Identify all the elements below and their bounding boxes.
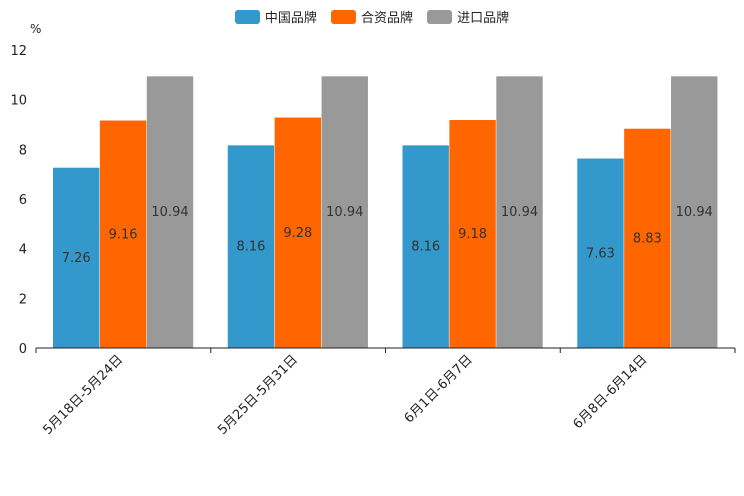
bar[interactable] — [496, 76, 543, 348]
y-tick-label: 10 — [10, 94, 27, 109]
legend-label-joint-venture-brand: 合资品牌 — [360, 11, 413, 26]
legend-swatch-imported-brand — [427, 9, 453, 24]
y-tick-label: 8 — [19, 143, 27, 158]
y-axis: 0 2 4 6 8 10 12 — [10, 44, 27, 357]
legend-label-china-brand: 中国品牌 — [264, 11, 317, 26]
bar[interactable] — [274, 117, 322, 349]
bar[interactable] — [227, 145, 275, 348]
bar-data-label: 8.16 — [411, 240, 440, 255]
bar[interactable] — [146, 76, 194, 348]
y-tick-label: 0 — [19, 342, 27, 357]
y-axis-unit-label: % — [30, 22, 41, 36]
bar[interactable] — [402, 145, 449, 348]
data-labels-group: 7.26 9.16 10.94 8.16 9.28 10.94 8.16 9.18 10.94 7… — [62, 205, 713, 266]
y-tick-label: 6 — [19, 193, 27, 208]
bar-data-label: 10.94 — [676, 205, 713, 220]
legend-item-china-brand[interactable]: 中国品牌 — [234, 7, 317, 26]
bar-data-label: 8.83 — [633, 231, 662, 246]
y-tick-label: 4 — [19, 243, 27, 258]
bar-data-label: 8.16 — [236, 240, 265, 255]
bar-data-label: 10.94 — [501, 205, 538, 220]
x-tick-label: 5月18日-5月24日 — [40, 352, 126, 438]
bar-series-group — [53, 76, 718, 349]
bar[interactable] — [449, 120, 496, 348]
bar-data-label: 9.18 — [458, 227, 487, 242]
y-tick-label: 2 — [19, 292, 27, 307]
bar-data-label: 7.63 — [586, 246, 615, 261]
chart-legend: 中国品牌 合资品牌 进口品牌 — [0, 7, 744, 28]
x-axis: 5月18日-5月24日 5月25日-5月31日 6月1日-6月7日 6月8日-6月14… — [35, 347, 736, 438]
x-tick-label: 5月25日-5月31日 — [215, 352, 301, 438]
bar[interactable] — [671, 76, 718, 348]
bar-data-label: 7.26 — [62, 251, 91, 266]
bar[interactable] — [53, 167, 100, 348]
legend-item-joint-venture-brand[interactable]: 合资品牌 — [330, 7, 413, 26]
legend-item-imported-brand[interactable]: 进口品牌 — [427, 7, 509, 26]
legend-swatch-joint-venture-brand — [330, 9, 356, 24]
legend-swatch-china-brand — [234, 9, 260, 24]
bar[interactable] — [321, 76, 368, 348]
bar[interactable] — [624, 128, 671, 348]
bar[interactable] — [577, 158, 624, 348]
bar-data-label: 10.94 — [151, 205, 188, 220]
bar-data-label: 9.28 — [283, 226, 312, 241]
x-tick-label: 6月1日-6月7日 — [402, 352, 476, 426]
x-tick-label: 6月8日-6月14日 — [571, 352, 651, 432]
bar-data-label: 9.16 — [109, 227, 138, 242]
y-tick-label: 12 — [10, 44, 27, 59]
bar[interactable] — [99, 120, 147, 348]
legend-label-imported-brand: 进口品牌 — [457, 11, 510, 26]
bar-data-label: 10.94 — [326, 205, 363, 220]
